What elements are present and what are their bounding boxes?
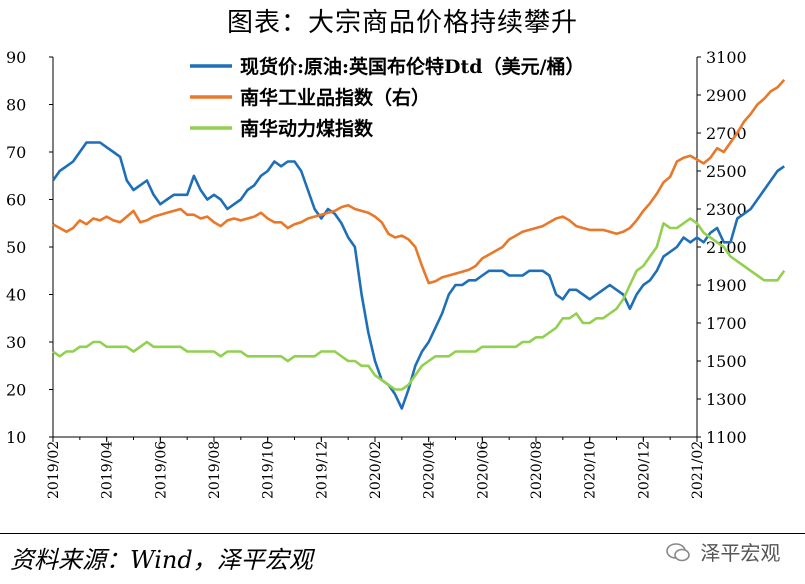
right-tick-label: 1100 [706, 428, 747, 447]
x-tick-label: 2019/08 [207, 441, 223, 499]
x-tick-label: 2019/02 [46, 441, 62, 499]
x-tick-label: 2019/12 [314, 441, 330, 499]
x-tick-label: 2021/02 [690, 441, 706, 499]
series-line-2 [52, 217, 786, 391]
series-line-1 [52, 78, 786, 285]
right-tick-label: 2900 [706, 86, 747, 105]
x-tick-label: 2019/04 [100, 441, 116, 499]
legend-label-2: 南华动力煤指数 [240, 117, 374, 140]
x-tick-label: 2019/06 [153, 441, 169, 499]
left-tick-label: 60 [6, 191, 26, 210]
left-tick-label: 70 [6, 143, 26, 162]
source-note: 资料来源：Wind，泽平宏观 [10, 546, 313, 574]
right-tick-label: 1500 [706, 352, 747, 371]
right-tick-label: 2700 [706, 124, 747, 143]
chart-title: 图表：大宗商品价格持续攀升 [226, 8, 578, 38]
right-tick-label: 1900 [706, 276, 747, 295]
right-tick-label: 1300 [706, 390, 747, 409]
left-tick-label: 50 [6, 238, 26, 257]
right-tick-label: 2100 [706, 238, 747, 257]
legend-group: 现货价:原油:英国布伦特Dtd（美元/桶） 南华工业品指数（右） 南华动力煤指数 [190, 55, 585, 140]
left-tick-label: 40 [6, 286, 26, 305]
series-line-0 [51, 141, 785, 410]
left-tick-label: 90 [6, 48, 26, 67]
legend-label-1: 南华工业品指数（右） [240, 86, 430, 109]
right-tick-label: 3100 [706, 48, 747, 67]
legend-label-0: 现货价:原油:英国布伦特Dtd（美元/桶） [240, 55, 585, 78]
x-tick-label: 2020/08 [529, 441, 545, 499]
right-tick-label: 1700 [706, 314, 747, 333]
chart-svg: 90 80 70 60 50 40 30 20 10 3100 2900 2700 2500 2300 21… [6, 48, 786, 499]
x-tick-label: 2019/10 [261, 441, 277, 499]
x-tick-label: 2020/12 [636, 441, 652, 499]
right-tick-label: 2500 [706, 162, 747, 181]
left-tick-label: 30 [6, 333, 26, 352]
watermark-text: 泽平宏观 [700, 541, 781, 565]
left-tick-label: 20 [6, 381, 26, 400]
wechat-icon [666, 542, 694, 567]
watermark: 泽平宏观 [666, 537, 780, 567]
x-tick-label: 2020/06 [475, 441, 491, 499]
left-tick-label: 80 [6, 96, 26, 115]
series-lines-group [51, 78, 786, 410]
x-tick-label: 2020/04 [422, 441, 438, 499]
divider-line [0, 533, 805, 534]
right-tick-label: 2300 [706, 200, 747, 219]
x-tick-label: 2020/02 [368, 441, 384, 499]
left-tick-label: 10 [6, 428, 26, 447]
x-tick-label: 2020/10 [583, 441, 599, 499]
